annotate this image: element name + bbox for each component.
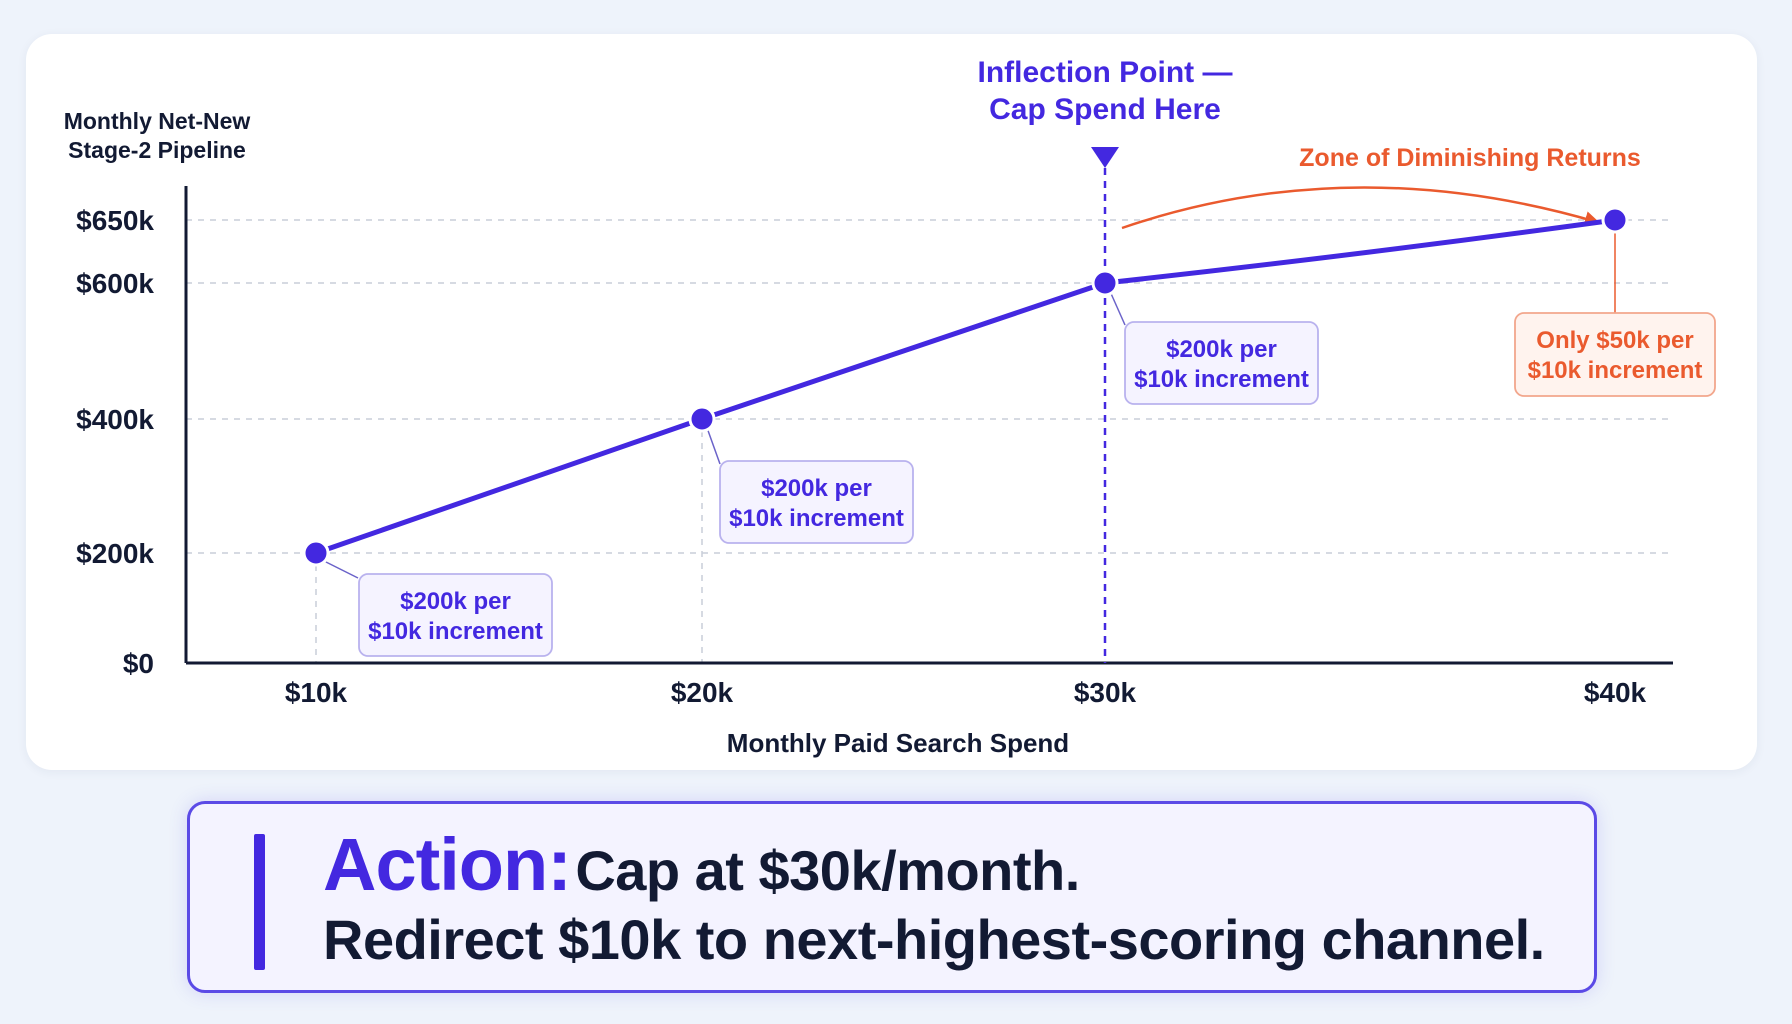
data-point xyxy=(1601,206,1629,234)
accent-bar xyxy=(254,834,265,970)
y-tick-label: $400k xyxy=(76,404,154,435)
callout-label: $200k per $10k increment xyxy=(729,475,904,532)
callout-leader xyxy=(319,558,359,579)
inflection-marker-icon xyxy=(1091,147,1119,168)
callout-label: $200k per $10k increment xyxy=(368,588,543,645)
callout-leader xyxy=(705,424,721,465)
x-tick-label: $20k xyxy=(671,677,734,708)
data-point xyxy=(1091,269,1119,297)
callout-box xyxy=(719,460,914,544)
x-axis-title: Monthly Paid Search Spend xyxy=(727,728,1069,758)
y-axis-title: Monthly Net-New Stage-2 Pipeline xyxy=(64,108,251,163)
callout-label: $200k per $10k increment xyxy=(1134,336,1309,393)
y-tick-label: $0 xyxy=(123,648,154,679)
zone-arrow xyxy=(1121,186,1600,230)
callout-label: Only $50k per $10k increment xyxy=(1528,327,1703,384)
action-headline: Cap at $30k/month. xyxy=(575,839,1080,902)
action-keyword: Action: xyxy=(323,823,572,906)
y-tick-label: $650k xyxy=(76,205,154,236)
action-line-1: Action: Cap at $30k/month. xyxy=(323,822,1080,907)
y-tick-label: $200k xyxy=(76,538,154,569)
callout-leader xyxy=(1108,288,1126,326)
data-point xyxy=(302,539,330,567)
pipeline-chart: $0 $200k $400k $600k $650k Monthly Net-New Sta… xyxy=(64,56,1716,758)
callout-box xyxy=(1124,321,1319,405)
zone-label: Zone of Diminishing Returns xyxy=(1299,144,1641,172)
action-callout: Action: Cap at $30k/month. Redirect $10k… xyxy=(187,801,1597,993)
series-line xyxy=(313,217,1618,556)
data-point xyxy=(688,405,716,433)
x-tick-label: $40k xyxy=(1584,677,1647,708)
y-tick-label: $600k xyxy=(76,268,154,299)
inflection-label: Inflection Point — Cap Spend Here xyxy=(978,56,1233,126)
callout-box xyxy=(1514,312,1716,397)
callout-box xyxy=(358,573,553,657)
x-tick-label: $30k xyxy=(1074,677,1137,708)
chart-card xyxy=(26,34,1757,770)
action-detail: Redirect $10k to next-highest-scoring ch… xyxy=(323,908,1545,971)
x-tick-label: $10k xyxy=(285,677,348,708)
